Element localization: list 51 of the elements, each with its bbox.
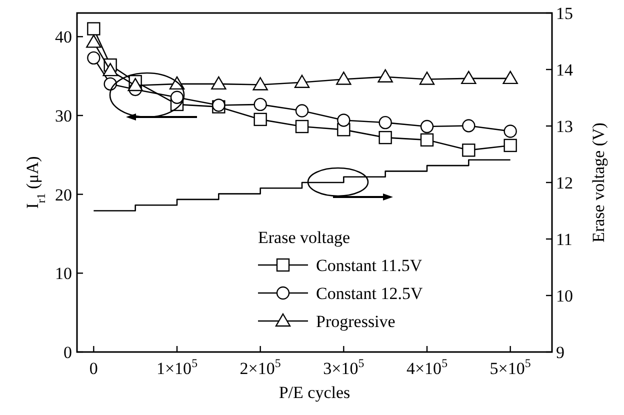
y2-tick-label: 10: [556, 286, 573, 306]
point: [504, 138, 517, 152]
legend-title: Erase voltage: [258, 228, 350, 247]
x-tick-label: 2×10$^{5}$: [240, 356, 281, 378]
y2-axis-title: Erase voltage (V): [589, 122, 608, 242]
legend-label: Constant 11.5V: [316, 256, 423, 275]
x-axis-title: P/E cycles: [278, 383, 350, 402]
y2-tick-label: 15: [556, 4, 573, 23]
point: [420, 120, 434, 134]
point: [336, 72, 352, 85]
legend-label: Constant 12.5V: [316, 284, 424, 303]
point: [295, 120, 309, 134]
point: [378, 69, 393, 82]
y2-tick-label: 14: [556, 60, 574, 80]
point: [378, 130, 392, 144]
y2-tick-label: 11: [556, 230, 572, 249]
y2-tick-label: 9: [556, 343, 564, 362]
x-tick-label: 5×10$^{5}$: [490, 356, 531, 378]
point: [504, 124, 517, 138]
point: [420, 133, 434, 147]
y2-tick-label: 13: [556, 117, 573, 136]
point: [461, 70, 476, 84]
x-tick-label: 3×10$^{5}$: [323, 356, 364, 378]
y2-tick-label: 12: [556, 174, 573, 192]
point: [254, 98, 267, 112]
y-tick-label: 30: [55, 106, 72, 126]
point: [102, 62, 118, 76]
y-tick-label: 20: [55, 185, 72, 204]
point: [337, 114, 350, 127]
point: [462, 144, 476, 157]
point: [87, 51, 100, 65]
point: [252, 77, 268, 90]
point: [462, 119, 476, 132]
point: [87, 22, 100, 36]
y-tick-label: 10: [55, 264, 72, 284]
point: [378, 116, 392, 130]
point: [86, 34, 102, 48]
point: [211, 76, 226, 90]
point: [295, 104, 309, 118]
x-tick-label: 0: [89, 359, 98, 378]
point: [254, 112, 267, 126]
point: [170, 90, 184, 104]
point: [419, 72, 435, 85]
y-tick-label: 0: [64, 343, 72, 362]
legend-label: Progressive: [316, 312, 396, 331]
y-tick-label: 40: [55, 28, 72, 47]
point: [294, 74, 310, 88]
point: [128, 78, 143, 92]
point: [502, 70, 518, 84]
x-tick-label: 1×10$^{5}$: [156, 356, 198, 378]
x-tick-label: 4×10$^{5}$: [406, 356, 448, 378]
